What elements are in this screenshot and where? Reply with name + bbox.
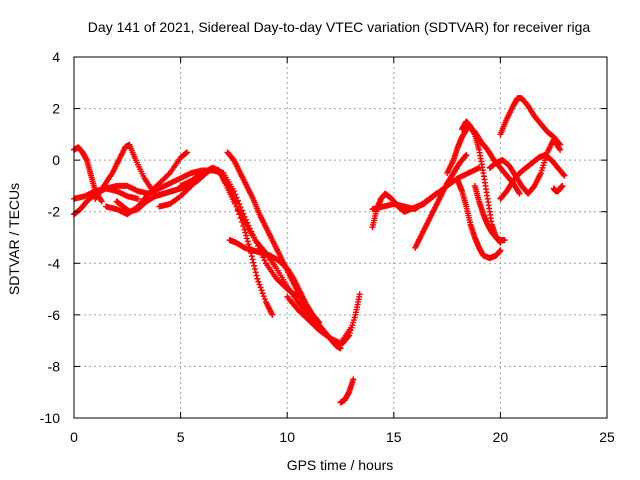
- y-tick-label: 2: [52, 101, 60, 117]
- data-point: [253, 272, 260, 279]
- axis-ticks: [73, 56, 608, 419]
- y-tick-label: -10: [40, 410, 60, 426]
- data-point: [559, 182, 566, 189]
- data-point: [244, 238, 251, 245]
- data-point: [350, 376, 357, 383]
- series-arc-s: [471, 182, 508, 244]
- chart-title: Day 141 of 2021, Sidereal Day-to-day VTE…: [88, 19, 591, 35]
- data-point: [557, 146, 564, 153]
- y-tick-label: 0: [52, 152, 60, 168]
- y-tick-label: -4: [48, 255, 61, 271]
- data-point: [242, 229, 249, 236]
- data-point: [243, 232, 250, 239]
- x-tick-label: 5: [177, 429, 185, 445]
- x-tick-label: 0: [70, 429, 78, 445]
- data-point: [348, 324, 355, 331]
- data-points: [71, 95, 568, 406]
- data-point: [230, 195, 237, 202]
- data-point: [237, 215, 244, 222]
- data-point: [269, 311, 276, 318]
- series-arc-o: [412, 151, 470, 251]
- grid-lines: [74, 57, 607, 418]
- y-tick-labels: -10 -8 -6 -4 -2 0 2 4: [40, 49, 60, 426]
- data-point: [337, 345, 344, 352]
- plot-frame: [73, 56, 608, 419]
- x-tick-label: 25: [599, 429, 615, 445]
- data-point: [497, 247, 504, 254]
- data-point: [462, 152, 469, 159]
- data-point: [256, 281, 263, 288]
- data-point: [356, 291, 363, 298]
- data-point: [516, 190, 523, 197]
- data-point: [240, 222, 247, 229]
- x-tick-label: 10: [279, 429, 295, 445]
- data-point: [249, 256, 256, 263]
- data-point: [561, 172, 568, 179]
- data-point: [98, 198, 105, 205]
- data-point: [251, 262, 258, 269]
- x-tick-labels: 0 5 10 15 20 25: [70, 429, 615, 445]
- data-point: [254, 275, 261, 282]
- data-point: [255, 278, 262, 285]
- series-arc-v: [497, 151, 568, 202]
- data-point: [243, 235, 250, 242]
- data-point: [134, 195, 141, 202]
- data-point: [257, 284, 264, 291]
- data-point: [258, 287, 265, 294]
- y-tick-label: -2: [48, 204, 61, 220]
- data-point: [183, 149, 190, 156]
- y-tick-label: -8: [48, 358, 61, 374]
- series-arc-t: [497, 95, 564, 148]
- series-arc-l: [337, 376, 357, 406]
- y-tick-label: 4: [52, 49, 60, 65]
- data-point: [261, 296, 268, 303]
- data-point: [236, 211, 243, 218]
- data-point: [463, 151, 470, 158]
- data-point: [556, 145, 563, 152]
- series-arc-w: [550, 182, 566, 195]
- data-point: [560, 171, 567, 178]
- data-point: [233, 203, 240, 210]
- x-tick-label: 15: [386, 429, 402, 445]
- series-arc-i: [224, 149, 344, 352]
- series-arc-d: [92, 141, 156, 202]
- y-tick-label: -6: [48, 307, 61, 323]
- data-point: [515, 189, 522, 196]
- data-point: [238, 219, 245, 226]
- data-point: [250, 259, 257, 266]
- data-point: [316, 319, 323, 326]
- data-point: [260, 293, 267, 300]
- series-arc-j: [226, 237, 323, 326]
- x-axis-label: GPS time / hours: [287, 457, 394, 473]
- series-arc-k: [284, 293, 355, 347]
- data-point: [501, 237, 508, 244]
- data-point: [241, 226, 248, 233]
- data-point: [315, 318, 322, 325]
- data-point: [248, 253, 255, 260]
- x-tick-label: 20: [493, 429, 509, 445]
- series-arc-r: [454, 177, 504, 262]
- series-arc-g: [156, 164, 301, 300]
- series-arc-u: [486, 136, 564, 197]
- data-point: [232, 199, 239, 206]
- series-arc-b: [71, 144, 105, 205]
- y-axis-label: SDTVAR / TECUs: [6, 183, 22, 295]
- data-point: [234, 207, 241, 214]
- data-point: [251, 266, 258, 273]
- data-point: [252, 269, 259, 276]
- data-point: [97, 197, 104, 204]
- data-point: [259, 290, 266, 297]
